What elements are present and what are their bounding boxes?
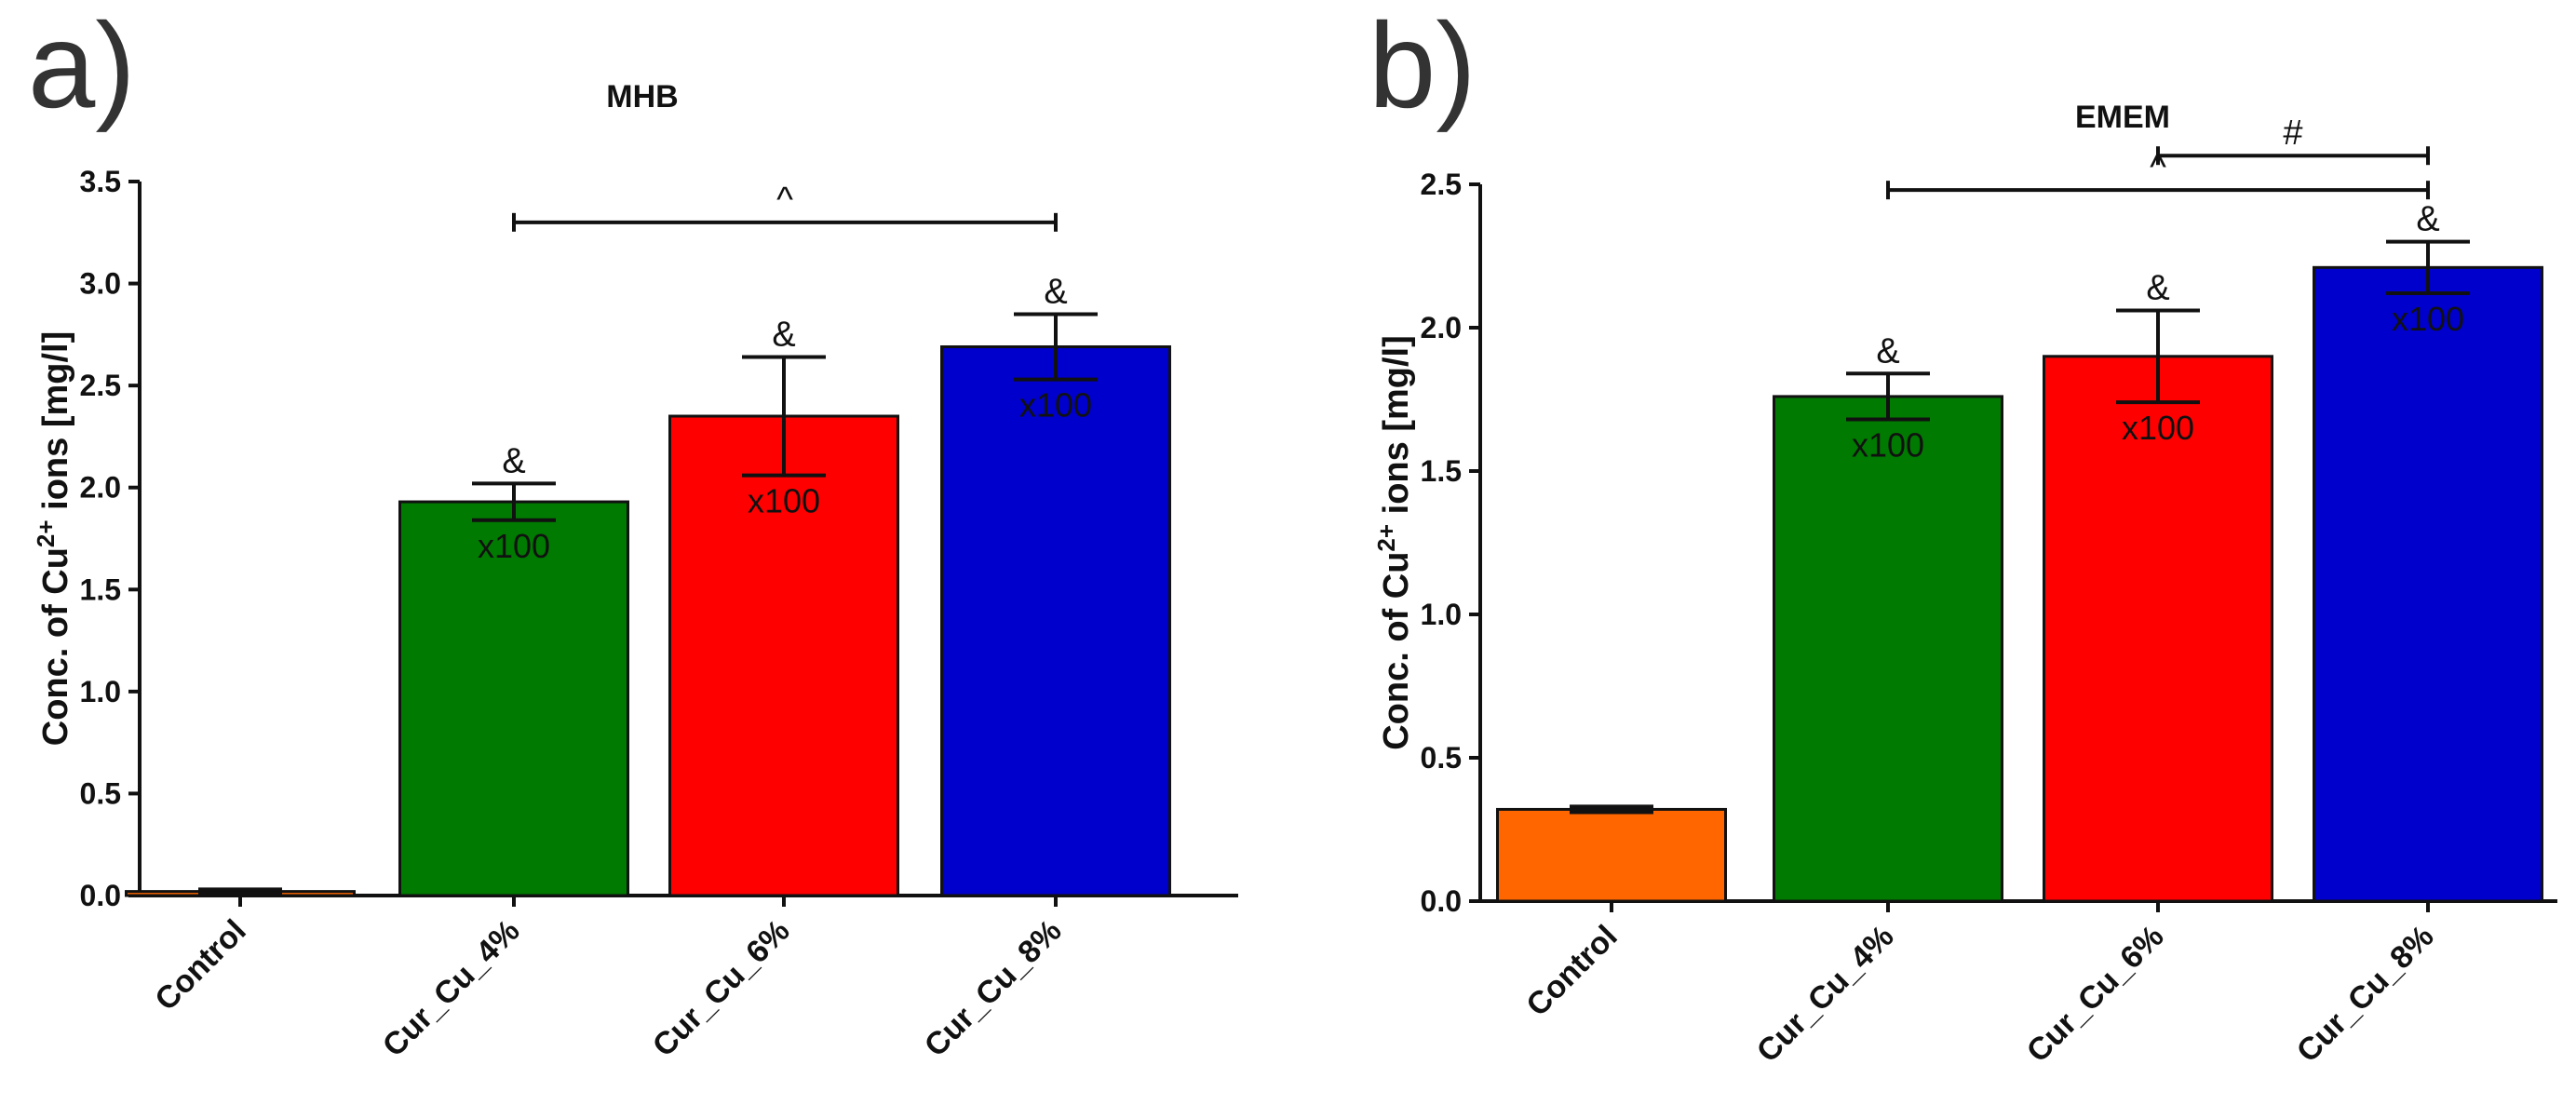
significance-mark: & — [1044, 272, 1067, 311]
y-tick-label: 1.0 — [80, 675, 121, 708]
y-tick-label: 0.0 — [1421, 884, 1462, 918]
chart-title: MHB — [606, 79, 678, 115]
x-tick-label: Cur_Cu_6% — [2020, 919, 2171, 1070]
y-tick-label: 1.0 — [1421, 598, 1462, 631]
bar-label: x100 — [2392, 300, 2464, 338]
bar-label: x100 — [748, 482, 820, 520]
y-axis-label: Conc. of Cu2+ ions [mg/l] — [32, 331, 75, 747]
panel-label: a) — [28, 0, 136, 133]
significance-mark: & — [2146, 269, 2169, 308]
bar — [1496, 807, 1727, 903]
bar — [398, 500, 629, 897]
x-tick-label: Cur_Cu_8% — [2290, 919, 2441, 1070]
y-tick-label: 3.5 — [80, 165, 121, 198]
bar — [2313, 265, 2543, 903]
bar-label: x100 — [1852, 426, 1924, 465]
bar-label: x100 — [1019, 386, 1092, 424]
y-tick-label: 3.0 — [80, 267, 121, 301]
significance-mark: & — [2416, 200, 2439, 239]
y-tick-label: 1.5 — [80, 573, 121, 606]
bracket-label: # — [2283, 114, 2302, 153]
x-tick-label: Cur_Cu_6% — [646, 913, 797, 1064]
bracket-label: ^ — [776, 181, 793, 220]
y-tick-label: 0.0 — [80, 879, 121, 912]
bar — [2043, 355, 2273, 903]
y-axis-label: Conc. of Cu2+ ions [mg/l] — [1372, 335, 1416, 750]
y-tick-label: 0.5 — [1421, 741, 1462, 775]
chart-title: EMEM — [2075, 100, 2170, 135]
y-tick-label: 0.5 — [80, 776, 121, 810]
significance-mark: & — [1876, 331, 1899, 371]
bar — [940, 345, 1171, 897]
x-tick-label: Cur_Cu_4% — [1750, 919, 1901, 1070]
x-tick-label: Control — [148, 913, 252, 1017]
significance-mark: & — [772, 315, 795, 354]
y-tick-label: 2.0 — [80, 471, 121, 505]
bar — [1773, 395, 2003, 903]
y-tick-label: 1.5 — [1421, 454, 1462, 488]
bar-label: x100 — [478, 527, 550, 565]
x-tick-label: Cur_Cu_8% — [918, 913, 1069, 1064]
y-tick-label: 2.0 — [1421, 311, 1462, 344]
panel-a: a) MHB Conc. of Cu2+ ions [mg/l] 0.0 0.5 1.0 1… — [28, 0, 1238, 1064]
panel-label: b) — [1369, 0, 1477, 133]
x-tick-label: Control — [1519, 919, 1624, 1023]
y-tick-label: 2.5 — [80, 369, 121, 402]
bar-label: x100 — [2122, 409, 2194, 447]
bar — [668, 414, 899, 897]
y-tick-label: 2.5 — [1421, 168, 1462, 201]
x-tick-label: Cur_Cu_4% — [376, 913, 527, 1064]
significance-mark: & — [502, 441, 525, 480]
bracket-label: ^ — [2150, 148, 2166, 187]
panel-b: b) EMEM Conc. of Cu2+ ions [mg/l] 0.0 0.5 1.0… — [1369, 0, 2557, 1070]
